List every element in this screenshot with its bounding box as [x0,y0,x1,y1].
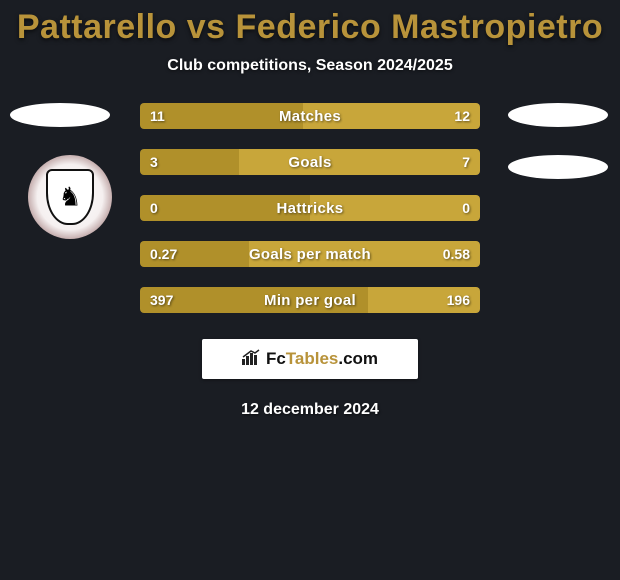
stat-bar-left-segment [140,103,303,129]
club-logo: ♞ [28,155,112,239]
brand-suffix: .com [338,349,378,368]
stat-bars: Matches1112 Goals37 Hattricks00 Goals per m… [140,103,480,313]
stat-bar-row: Goals37 [140,149,480,175]
stat-bar-right-segment [303,103,480,129]
stat-bar-right-segment [239,149,480,175]
date-text: 12 december 2024 [0,401,620,419]
player-photo-right-placeholder-1 [508,103,608,127]
horse-icon: ♞ [58,182,81,213]
stat-bar-left-segment [140,195,310,221]
brand-text: FcTables.com [266,349,378,369]
player-photo-left-placeholder [10,103,110,127]
stat-bar-row: Matches1112 [140,103,480,129]
stat-bar-right-segment [310,195,480,221]
page-subtitle: Club competitions, Season 2024/2025 [0,57,620,75]
brand-highlight: Tables [286,349,339,368]
player-photo-right-placeholder-2 [508,155,608,179]
stat-bar-row: Goals per match0.270.58 [140,241,480,267]
main-area: ♞ Matches1112 Goals37 Hattricks00 Goals per… [0,103,620,419]
page-title: Pattarello vs Federico Mastropietro [0,8,620,47]
club-shield: ♞ [46,169,94,225]
stat-bar-row: Min per goal397196 [140,287,480,313]
stat-bar-right-segment [249,241,480,267]
stat-bar-left-segment [140,149,239,175]
bar-chart-icon [242,349,262,370]
brand-prefix: Fc [266,349,286,368]
stat-bar-row: Hattricks00 [140,195,480,221]
comparison-infographic: Pattarello vs Federico Mastropietro Club… [0,0,620,580]
stat-bar-left-segment [140,287,368,313]
stat-bar-right-segment [368,287,480,313]
brand-badge: FcTables.com [202,339,418,379]
stat-bar-left-segment [140,241,249,267]
